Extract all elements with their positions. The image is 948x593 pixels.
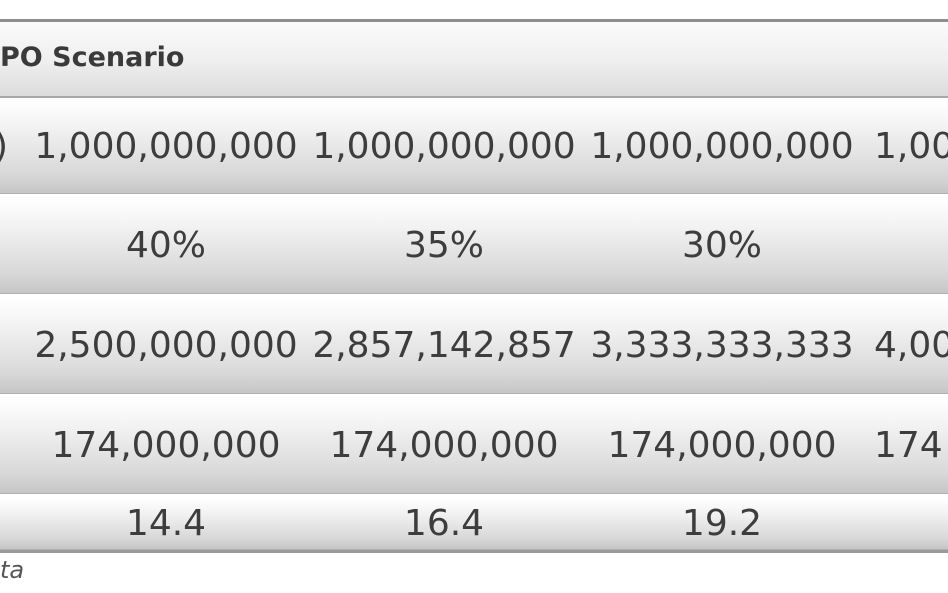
table-cell: 1,000,000,000 xyxy=(34,126,298,167)
table-row: 2,500,000,000 2,857,142,857 3,333,333,33… xyxy=(0,298,948,394)
table-cell: 14.4 xyxy=(125,503,207,544)
table-cell: 16.4 xyxy=(403,503,485,544)
table-cell: 2,500,000,000 xyxy=(34,325,298,366)
table-cell: 174,000,000 xyxy=(51,425,281,466)
table-cell: 19.2 xyxy=(681,503,763,544)
table-cell: 30% xyxy=(681,225,762,266)
table-row: 14.4 16.4 19.2 xyxy=(0,498,948,550)
table-header-title: PO Scenario xyxy=(0,42,185,73)
table-bottom-rule xyxy=(0,550,948,553)
table-row: 40% 35% 30% xyxy=(0,198,948,294)
table-cell: 2,857,142,857 xyxy=(312,325,576,366)
table-cell: 1,00 xyxy=(874,126,948,167)
table-cell: 3,333,333,333 xyxy=(590,325,854,366)
table-cell: 174,000,000 xyxy=(607,425,837,466)
table-header: PO Scenario xyxy=(0,22,948,98)
table-cell xyxy=(864,498,948,549)
table-cell: 174 xyxy=(874,425,943,466)
source-note: ta xyxy=(0,556,25,584)
table-cell: 174,000,000 xyxy=(329,425,559,466)
table-cell xyxy=(864,198,948,293)
table-row: ) 1,000,000,000 1,000,000,000 1,000,000,… xyxy=(0,100,948,194)
row-label-fragment: ) xyxy=(0,126,8,167)
table-cell: 40% xyxy=(125,225,206,266)
table-cell: 1,000,000,000 xyxy=(590,126,854,167)
table-row: 174,000,000 174,000,000 174,000,000 174 xyxy=(0,398,948,494)
table-top-rule xyxy=(0,19,948,22)
table-cell: 1,000,000,000 xyxy=(312,126,576,167)
table-cell: 4,00 xyxy=(874,325,948,366)
table-cell: 35% xyxy=(403,225,484,266)
